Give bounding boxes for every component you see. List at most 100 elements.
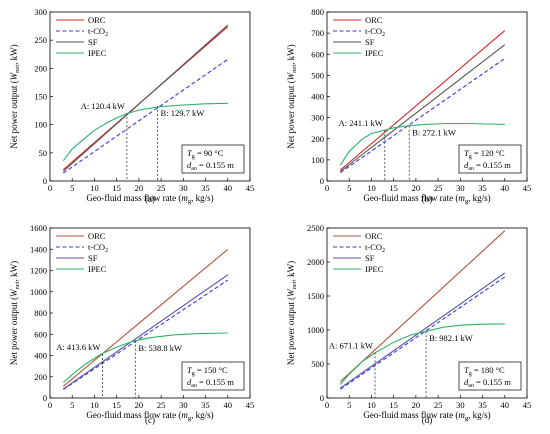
y-tick-label: 100 <box>311 155 324 165</box>
y-axis-label-var: W <box>286 288 296 297</box>
x-axis-label-unit: , kg/s) <box>468 410 491 420</box>
x-axis-label-text: Geo-fluid mass flow rate ( <box>363 193 458 203</box>
param-d-value: = 0.155 m <box>197 160 234 170</box>
marker-label-a: A: 413.6 kW <box>56 342 100 352</box>
x-tick-label: 45 <box>523 400 532 410</box>
x-tick-label: 35 <box>478 400 487 410</box>
legend-label: SF <box>88 253 98 263</box>
y-axis-label: Net power output (Wnet, kW) <box>286 44 298 148</box>
series-line-t-co2 <box>339 58 506 174</box>
y-axis-label-text: Net power output ( <box>286 80 296 148</box>
x-axis-label-var: m <box>181 193 188 203</box>
legend-label: SF <box>365 253 375 263</box>
y-tick-label: 100 <box>34 120 47 130</box>
series-line-t-co2 <box>62 279 229 390</box>
legend-label-sub: 2 <box>105 248 108 254</box>
param-d-var: d <box>187 160 192 170</box>
x-tick-label: 15 <box>112 183 121 193</box>
params-box <box>458 144 522 174</box>
panel-caption: (d) <box>422 415 433 425</box>
x-tick-label: 35 <box>201 183 210 193</box>
marker-label-a: A: 671.1 kW <box>329 340 373 350</box>
legend-label-text: ORC <box>88 231 106 241</box>
y-tick-label: 700 <box>311 28 324 38</box>
series-line-sf <box>339 272 506 389</box>
x-axis-label-unit: , kg/s) <box>468 193 491 203</box>
x-tick-label: 0 <box>325 400 329 410</box>
legend-label: t-CO2 <box>365 242 385 254</box>
series-line-orc <box>339 30 506 171</box>
legend-label-sub: 2 <box>105 32 108 38</box>
y-tick-label: 0 <box>43 393 47 403</box>
param-t-sub: g <box>469 154 472 160</box>
chart-panel-4: 0 5 10 15 20 25 30 35 40 45 0 500 1000 1500 2000 2500 Ge… <box>286 223 531 425</box>
x-tick-label: 30 <box>179 183 188 193</box>
y-tick-label: 300 <box>34 7 47 17</box>
x-tick-label: 35 <box>478 183 487 193</box>
panel-caption: (a) <box>145 194 155 204</box>
x-tick-label: 20 <box>135 183 144 193</box>
x-axis-label: Geo-fluid mass flow rate (mg, kg/s) <box>363 193 490 205</box>
y-tick-label: 600 <box>34 329 47 339</box>
x-tick-label: 35 <box>201 400 210 410</box>
params-box <box>181 144 245 174</box>
series-line-sf <box>339 44 506 172</box>
y-tick-label: 500 <box>311 70 324 80</box>
legend-label-text: IPEC <box>365 264 384 274</box>
series-line-sf <box>62 24 229 172</box>
param-diameter: dao = 0.155 m <box>464 377 511 389</box>
param-d-value: = 0.155 m <box>474 377 511 387</box>
param-t-var: T <box>187 148 193 158</box>
legend-label-text: SF <box>88 253 98 263</box>
y-tick-label: 400 <box>311 92 324 102</box>
legend-label-sub: 2 <box>382 32 385 38</box>
x-tick-label: 10 <box>90 400 99 410</box>
legend-label: ORC <box>88 15 106 25</box>
x-tick-label: 5 <box>347 183 351 193</box>
y-axis-label-unit: , kW) <box>286 44 296 65</box>
legend-label: ORC <box>365 15 383 25</box>
param-t-value: = 120 °C <box>472 148 505 158</box>
y-tick-label: 1400 <box>30 244 47 254</box>
marker-label-b: B: 272.1 kW <box>412 128 456 138</box>
x-tick-label: 5 <box>70 400 74 410</box>
x-tick-label: 25 <box>157 400 166 410</box>
legend-label-sub: 2 <box>382 248 385 254</box>
y-axis-label-sub: net <box>14 281 21 289</box>
series-line-orc <box>62 248 229 387</box>
marker-label-b: B: 538.8 kW <box>138 343 182 353</box>
y-tick-label: 1000 <box>307 325 324 335</box>
x-tick-label: 45 <box>246 400 255 410</box>
y-tick-label: 300 <box>311 113 324 123</box>
y-tick-label: 2500 <box>307 223 324 233</box>
legend-label-text: IPEC <box>88 48 107 58</box>
param-d-sub: ao <box>468 166 474 172</box>
x-tick-label: 40 <box>501 400 510 410</box>
x-tick-label: 0 <box>325 183 329 193</box>
legend-label: SF <box>88 37 98 47</box>
marker-label-a: A: 241.1 kW <box>339 118 383 128</box>
param-temperature: Tg = 90 °C <box>187 148 224 160</box>
x-tick-label: 30 <box>179 400 188 410</box>
x-axis-label-text: Geo-fluid mass flow rate ( <box>86 193 181 203</box>
y-tick-label: 800 <box>311 7 324 17</box>
y-tick-label: 1200 <box>30 266 47 276</box>
x-tick-label: 25 <box>434 400 443 410</box>
param-d-value: = 0.155 m <box>474 160 511 170</box>
x-tick-label: 30 <box>456 183 465 193</box>
x-tick-label: 5 <box>347 400 351 410</box>
y-axis-label-unit: , kW) <box>9 44 19 65</box>
param-temperature: Tg = 150 °C <box>187 365 228 377</box>
x-tick-label: 40 <box>224 183 233 193</box>
marker-label-b: B: 982.1 kW <box>429 333 473 343</box>
y-tick-label: 50 <box>39 148 48 158</box>
series-line-ipec <box>339 122 505 166</box>
param-t-value: = 150 °C <box>195 365 228 375</box>
legend-label-text: ORC <box>365 231 383 241</box>
y-tick-label: 200 <box>34 63 47 73</box>
legend-label-text: SF <box>365 253 375 263</box>
x-tick-label: 15 <box>389 400 398 410</box>
legend-label-text: t-CO <box>365 242 382 252</box>
y-tick-label: 400 <box>34 351 47 361</box>
